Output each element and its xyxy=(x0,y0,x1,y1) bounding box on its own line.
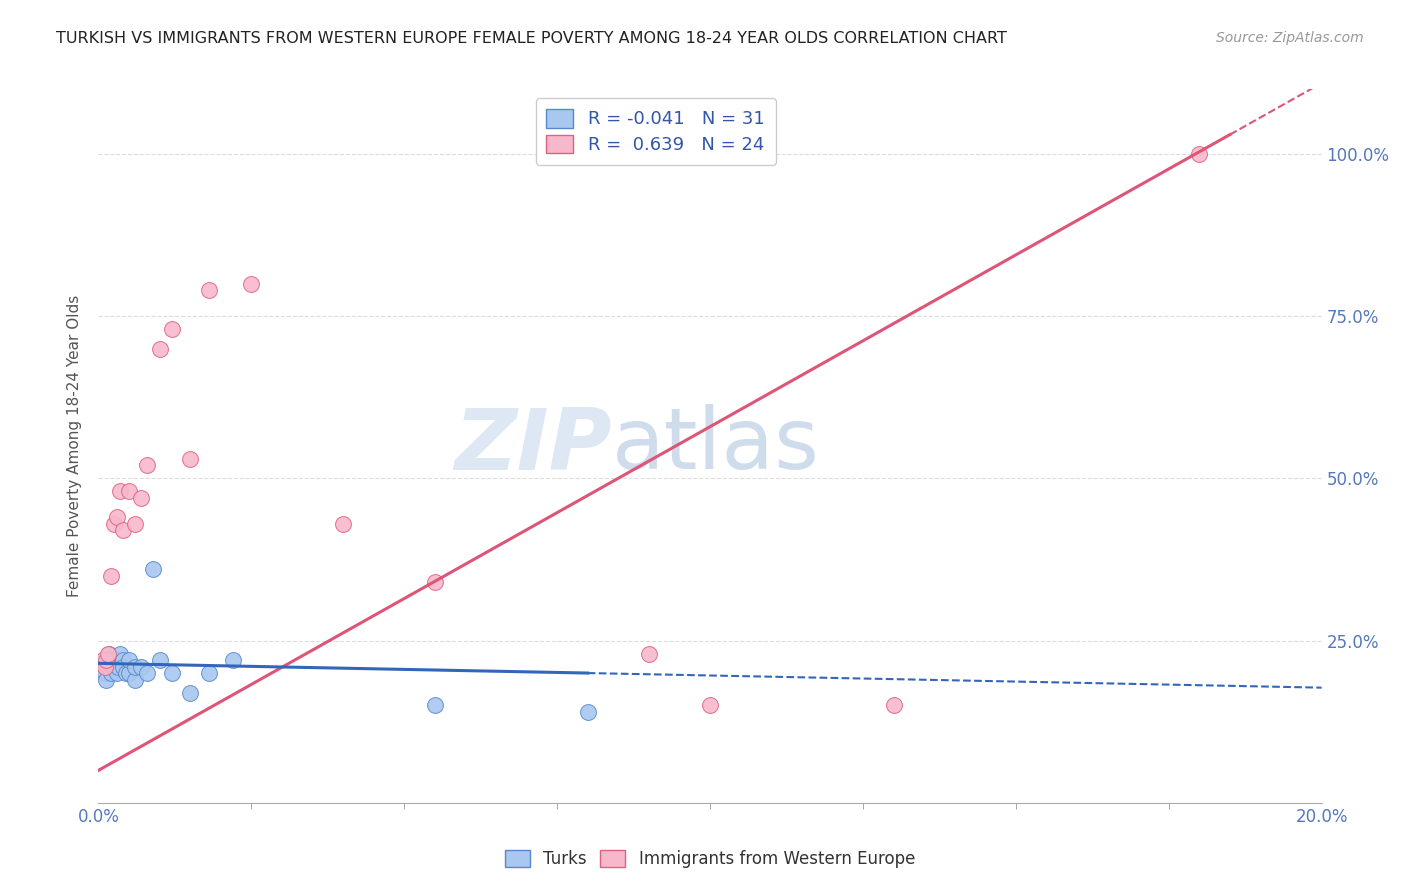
Point xyxy=(100,568,122,582)
Point xyxy=(576,705,599,719)
Point xyxy=(124,673,146,687)
Point xyxy=(423,575,446,590)
Point xyxy=(91,653,114,667)
Point xyxy=(1188,147,1211,161)
Point xyxy=(118,484,141,499)
Point xyxy=(124,659,146,673)
Point xyxy=(699,698,721,713)
Text: atlas: atlas xyxy=(612,404,820,488)
Point xyxy=(107,659,129,673)
Text: TURKISH VS IMMIGRANTS FROM WESTERN EUROPE FEMALE POVERTY AMONG 18-24 YEAR OLDS C: TURKISH VS IMMIGRANTS FROM WESTERN EUROP… xyxy=(56,31,1007,46)
Point xyxy=(105,653,128,667)
Legend: Turks, Immigrants from Western Europe: Turks, Immigrants from Western Europe xyxy=(496,842,924,877)
Point xyxy=(149,342,172,356)
Point xyxy=(136,458,159,473)
Point xyxy=(101,659,124,673)
Point xyxy=(160,666,183,681)
Text: ZIP: ZIP xyxy=(454,404,612,488)
Point xyxy=(94,653,117,667)
Point xyxy=(97,659,120,673)
Point xyxy=(118,666,141,681)
Point xyxy=(637,647,661,661)
Point xyxy=(197,666,219,681)
Point xyxy=(111,659,134,673)
Point xyxy=(97,647,120,661)
Point xyxy=(103,659,125,673)
Point xyxy=(97,647,120,661)
Point xyxy=(197,283,219,297)
Point xyxy=(142,562,165,576)
Point xyxy=(105,510,128,524)
Point xyxy=(332,516,354,531)
Text: Source: ZipAtlas.com: Source: ZipAtlas.com xyxy=(1216,31,1364,45)
Point xyxy=(179,685,201,699)
Point xyxy=(115,666,138,681)
Point xyxy=(94,653,117,667)
Point xyxy=(111,524,134,538)
Point xyxy=(105,666,128,681)
Point xyxy=(136,666,159,681)
Point xyxy=(111,653,134,667)
Point xyxy=(108,484,131,499)
Point xyxy=(179,452,201,467)
Point xyxy=(423,698,446,713)
Point xyxy=(160,322,183,336)
Point xyxy=(108,647,131,661)
Point xyxy=(118,653,141,667)
Point xyxy=(129,659,152,673)
Point xyxy=(93,666,115,681)
Point xyxy=(96,673,118,687)
Point xyxy=(222,653,245,667)
Point xyxy=(129,491,152,505)
Point xyxy=(100,653,122,667)
Point xyxy=(124,516,146,531)
Point xyxy=(100,666,122,681)
Point xyxy=(93,659,115,673)
Y-axis label: Female Poverty Among 18-24 Year Olds: Female Poverty Among 18-24 Year Olds xyxy=(67,295,83,597)
Point xyxy=(883,698,905,713)
Point xyxy=(103,516,125,531)
Point xyxy=(149,653,172,667)
Point xyxy=(91,659,114,673)
Point xyxy=(240,277,263,291)
